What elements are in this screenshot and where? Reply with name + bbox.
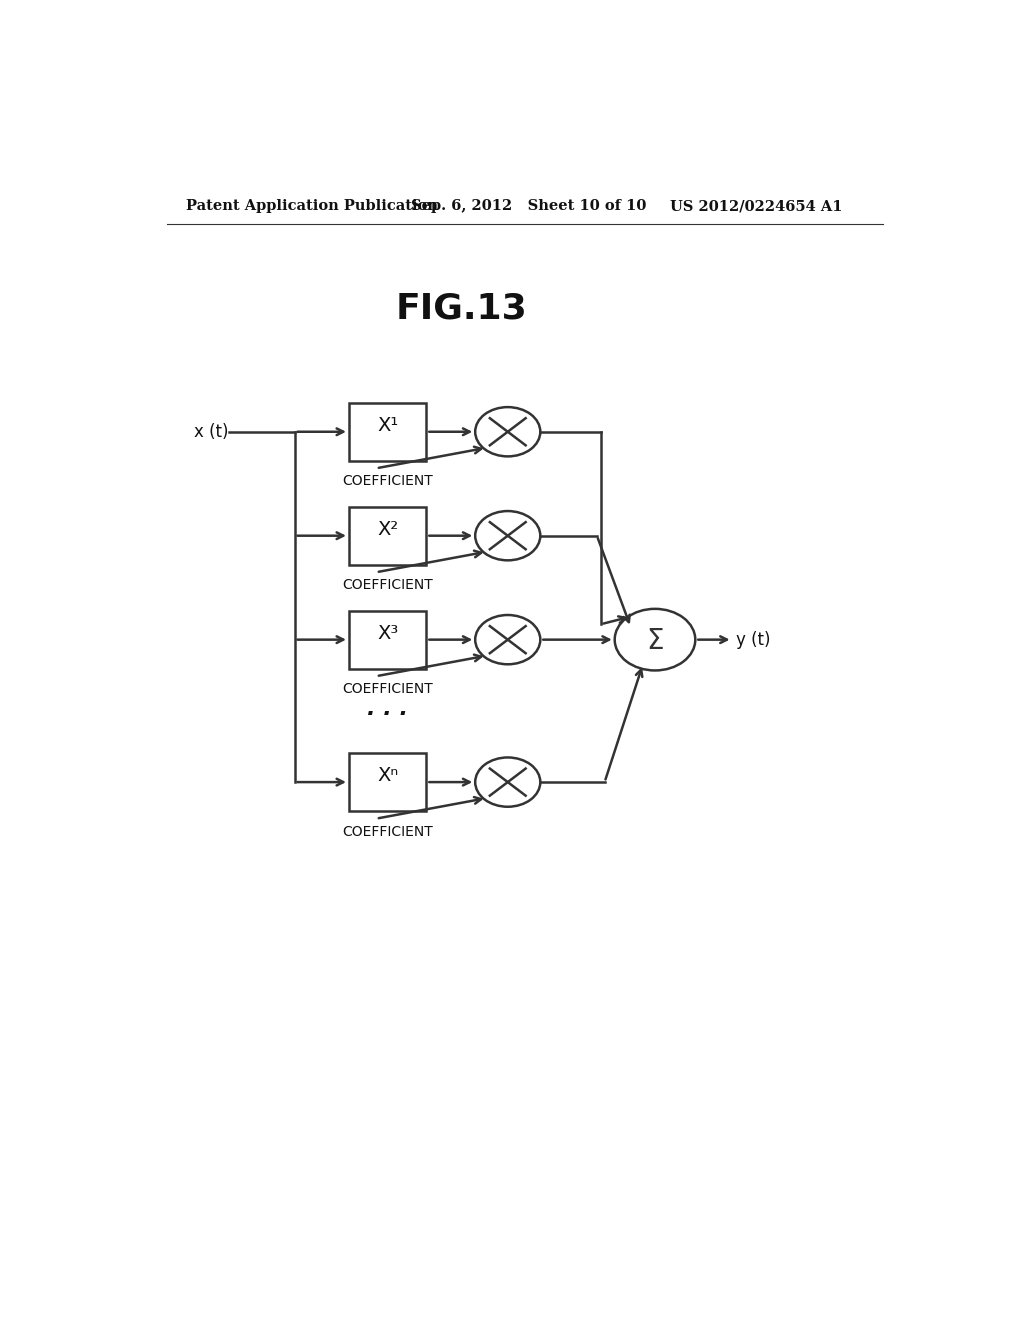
Text: COEFFICIENT: COEFFICIENT [342,682,433,697]
Text: . . .: . . . [368,700,409,719]
Text: FIG.13: FIG.13 [395,292,527,326]
FancyBboxPatch shape [349,507,426,565]
Text: Xⁿ: Xⁿ [377,767,398,785]
Text: COEFFICIENT: COEFFICIENT [342,578,433,593]
Text: X¹: X¹ [377,416,398,436]
Text: COEFFICIENT: COEFFICIENT [342,825,433,838]
FancyBboxPatch shape [349,403,426,461]
Text: COEFFICIENT: COEFFICIENT [342,474,433,488]
Text: US 2012/0224654 A1: US 2012/0224654 A1 [671,199,843,213]
Text: X³: X³ [377,624,398,643]
Text: Sep. 6, 2012   Sheet 10 of 10: Sep. 6, 2012 Sheet 10 of 10 [411,199,646,213]
FancyBboxPatch shape [349,611,426,668]
Text: X²: X² [377,520,398,539]
FancyBboxPatch shape [349,754,426,810]
Text: $\Sigma$: $\Sigma$ [646,627,664,655]
Text: y (t): y (t) [736,631,771,648]
Text: Patent Application Publication: Patent Application Publication [186,199,438,213]
Text: x (t): x (t) [194,422,228,441]
